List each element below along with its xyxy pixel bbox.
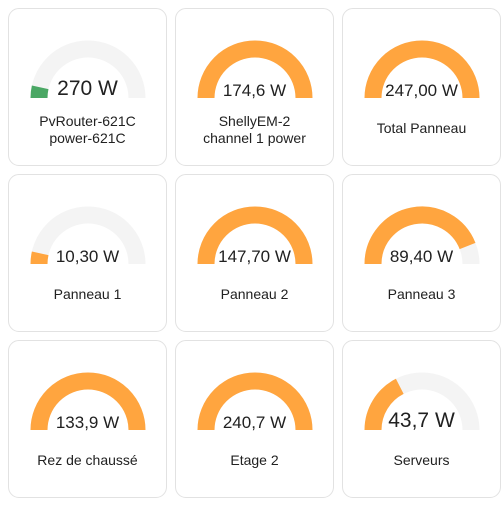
gauge-arc xyxy=(364,372,480,431)
gauge-card-serveurs[interactable]: 43,7 W Serveurs xyxy=(342,340,501,498)
gauge-fill xyxy=(30,372,146,431)
gauge-name-line: Panneau 1 xyxy=(53,286,122,302)
gauge-name-line: Panneau 3 xyxy=(387,286,456,302)
gauge-name-line: channel 1 power xyxy=(203,130,306,146)
gauge-arc xyxy=(197,40,313,99)
gauge-card-total-panneau[interactable]: 247,00 W Total Panneau xyxy=(342,8,501,166)
gauge-name-line: Etage 2 xyxy=(230,452,279,468)
gauge-name: Panneau 3 xyxy=(347,286,496,303)
gauge-card-rez-de-chausse[interactable]: 133,9 W Rez de chaussé xyxy=(8,340,167,498)
gauge-arc xyxy=(197,206,313,265)
gauge-name-line: Rez de chaussé xyxy=(37,452,138,468)
gauge-value: 133,9 W xyxy=(55,413,120,432)
gauge-name: Panneau 2 xyxy=(180,286,329,303)
gauge-value: 89,40 W xyxy=(389,247,454,266)
gauge-name-line: Total Panneau xyxy=(376,120,467,136)
gauge-name-line: ShellyEM-2 xyxy=(218,113,291,129)
gauge-card-shellyem-channel-power[interactable]: 174,6 W ShellyEM-2 channel 1 power xyxy=(175,8,334,166)
gauge-name: PvRouter-621C power-621C xyxy=(13,113,162,147)
gauge-value: 10,30 W xyxy=(55,247,120,266)
gauge-value: 247,00 W xyxy=(385,81,458,100)
gauge-track xyxy=(30,206,146,265)
gauge-arc xyxy=(30,40,146,99)
gauge-arc xyxy=(197,372,313,431)
gauge-card-panneau-3[interactable]: 89,40 W Panneau 3 xyxy=(342,174,501,332)
gauge-name-line: power-621C xyxy=(49,130,126,146)
gauge-name: Total Panneau xyxy=(347,120,496,137)
gauge-fill xyxy=(197,40,313,99)
gauge-card-panneau-1[interactable]: 10,30 W Panneau 1 xyxy=(8,174,167,332)
gauge-fill xyxy=(197,372,313,431)
gauge-value: 147,70 W xyxy=(218,247,291,266)
gauge-card-etage-2[interactable]: 240,7 W Etage 2 xyxy=(175,340,334,498)
gauge-name: Etage 2 xyxy=(180,452,329,469)
gauge-fill xyxy=(197,206,313,265)
gauge-arc xyxy=(30,206,146,265)
gauge-dashboard: 270 W PvRouter-621C power-621C 174,6 W S… xyxy=(8,8,501,498)
gauge-value: 270 W xyxy=(57,77,118,100)
gauge-fill xyxy=(364,206,476,265)
gauge-name: Rez de chaussé xyxy=(13,452,162,469)
gauge-name-line: PvRouter-621C xyxy=(39,113,136,129)
gauge-arc xyxy=(30,372,146,431)
gauge-arc xyxy=(364,206,480,265)
gauge-value: 240,7 W xyxy=(222,413,287,432)
gauge-arc xyxy=(364,40,480,99)
gauge-fill xyxy=(364,40,480,99)
gauge-card-panneau-2[interactable]: 147,70 W Panneau 2 xyxy=(175,174,334,332)
gauge-value: 174,6 W xyxy=(222,81,287,100)
gauge-name: ShellyEM-2 channel 1 power xyxy=(180,113,329,147)
gauge-fill xyxy=(30,251,49,265)
gauge-fill xyxy=(30,85,49,99)
gauge-name: Serveurs xyxy=(347,452,496,469)
gauge-track xyxy=(30,40,146,99)
gauge-fill xyxy=(364,378,404,431)
gauge-name-line: Panneau 2 xyxy=(220,286,289,302)
gauge-name: Panneau 1 xyxy=(13,286,162,303)
gauge-card-pvrouter-power[interactable]: 270 W PvRouter-621C power-621C xyxy=(8,8,167,166)
gauge-value: 43,7 W xyxy=(388,409,455,432)
gauge-name-line: Serveurs xyxy=(393,452,450,468)
